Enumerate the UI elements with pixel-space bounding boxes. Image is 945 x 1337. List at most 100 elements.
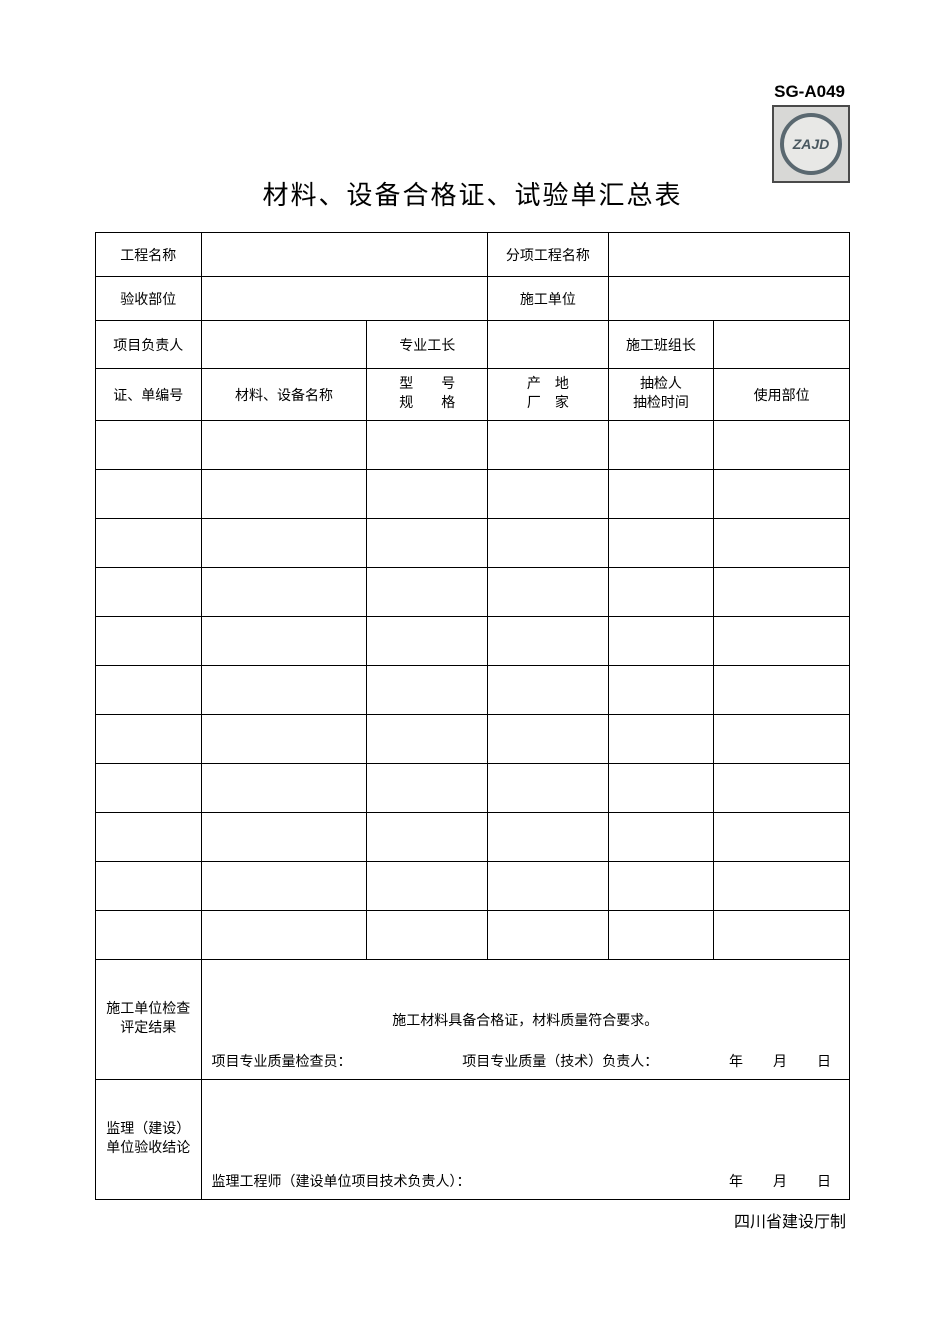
table-row xyxy=(96,666,850,715)
cell xyxy=(201,421,367,470)
cell xyxy=(367,666,488,715)
cell xyxy=(96,519,202,568)
label-foreman: 专业工长 xyxy=(367,321,488,369)
table-row xyxy=(96,764,850,813)
cell xyxy=(201,617,367,666)
cell xyxy=(714,470,850,519)
cell xyxy=(367,519,488,568)
form-code: SG-A049 xyxy=(774,82,845,102)
cell xyxy=(488,666,609,715)
column-header-row: 证、单编号 材料、设备名称 型 号 规 格 产 地 厂 家 抽检人 抽检时间 使… xyxy=(96,369,850,421)
supervision-result-row: 监理（建设） 单位验收结论 监理工程师（建设单位项目技术负责人）： 年 月 日 xyxy=(96,1080,850,1200)
col-use-location: 使用部位 xyxy=(714,369,850,421)
col-origin-l1: 产 地 xyxy=(488,376,608,394)
cell xyxy=(201,568,367,617)
cell xyxy=(96,862,202,911)
cell xyxy=(608,421,714,470)
sig-date-1: 年 月 日 xyxy=(729,1051,839,1071)
cell xyxy=(714,421,850,470)
table-row xyxy=(96,470,850,519)
cell xyxy=(608,715,714,764)
cell xyxy=(714,862,850,911)
table-row xyxy=(96,911,850,960)
value-foreman xyxy=(488,321,609,369)
cell xyxy=(367,421,488,470)
cell xyxy=(488,911,609,960)
cell xyxy=(367,911,488,960)
cell xyxy=(714,617,850,666)
construction-result-label-l1: 施工单位检查 xyxy=(96,1001,201,1019)
col-model-spec: 型 号 规 格 xyxy=(367,369,488,421)
cell xyxy=(714,519,850,568)
cell xyxy=(367,813,488,862)
value-subproject-name xyxy=(608,233,849,277)
col-origin-maker: 产 地 厂 家 xyxy=(488,369,609,421)
cell xyxy=(201,764,367,813)
cell xyxy=(96,568,202,617)
cell xyxy=(714,813,850,862)
cell xyxy=(367,862,488,911)
construction-result-body: 施工材料具备合格证，材料质量符合要求。 项目专业质量检查员： 项目专业质量（技术… xyxy=(201,960,849,1080)
main-table: 工程名称 分项工程名称 验收部位 施工单位 项目负责人 专业工长 施工班组长 证… xyxy=(95,232,850,1200)
construction-result-row: 施工单位检查 评定结果 施工材料具备合格证，材料质量符合要求。 项目专业质量检查… xyxy=(96,960,850,1080)
supervision-result-label-l1: 监理（建设） xyxy=(96,1121,201,1139)
cell xyxy=(608,813,714,862)
footer-issuer: 四川省建设厅制 xyxy=(95,1208,850,1232)
cell xyxy=(488,617,609,666)
construction-result-label-l2: 评定结果 xyxy=(96,1020,201,1038)
label-acceptance-part: 验收部位 xyxy=(96,277,202,321)
sig-inspector-label: 项目专业质量检查员： xyxy=(212,1051,352,1071)
sig-tech-lead-label: 项目专业质量（技术）负责人： xyxy=(462,1051,658,1071)
cell xyxy=(714,568,850,617)
cell xyxy=(608,911,714,960)
value-construction-unit xyxy=(608,277,849,321)
cell xyxy=(608,764,714,813)
cell xyxy=(367,617,488,666)
col-model-l1: 型 号 xyxy=(367,376,487,394)
supervision-result-label-l2: 单位验收结论 xyxy=(96,1140,201,1158)
col-model-l2: 规 格 xyxy=(367,395,487,413)
sig-supervisor-label: 监理工程师（建设单位项目技术负责人）： xyxy=(212,1171,471,1191)
table-row xyxy=(96,862,850,911)
value-acceptance-part xyxy=(201,277,488,321)
label-construction-unit: 施工单位 xyxy=(488,277,609,321)
cell xyxy=(367,470,488,519)
cell xyxy=(488,715,609,764)
value-project-name xyxy=(201,233,488,277)
construction-result-label: 施工单位检查 评定结果 xyxy=(96,960,202,1080)
table-row xyxy=(96,568,850,617)
construction-result-text: 施工材料具备合格证，材料质量符合要求。 xyxy=(202,1010,849,1030)
col-origin-l2: 厂 家 xyxy=(488,395,608,413)
cell xyxy=(608,519,714,568)
label-project-manager: 项目负责人 xyxy=(96,321,202,369)
cell xyxy=(714,715,850,764)
header-row-3: 项目负责人 专业工长 施工班组长 xyxy=(96,321,850,369)
value-project-manager xyxy=(201,321,367,369)
table-row xyxy=(96,715,850,764)
cell xyxy=(714,764,850,813)
cell xyxy=(608,568,714,617)
table-row xyxy=(96,813,850,862)
cell xyxy=(96,813,202,862)
table-row xyxy=(96,617,850,666)
logo-ring: ZAJD xyxy=(780,113,842,175)
col-insp-l2: 抽检时间 xyxy=(609,395,714,413)
cell xyxy=(367,715,488,764)
cell xyxy=(96,764,202,813)
col-insp-l1: 抽检人 xyxy=(609,376,714,394)
cell xyxy=(714,911,850,960)
logo-text: ZAJD xyxy=(789,134,834,154)
cell xyxy=(488,568,609,617)
cell xyxy=(96,911,202,960)
cell xyxy=(96,666,202,715)
page-title: 材料、设备合格证、试验单汇总表 xyxy=(95,175,850,212)
cell xyxy=(201,715,367,764)
cell xyxy=(608,862,714,911)
label-project-name: 工程名称 xyxy=(96,233,202,277)
cell xyxy=(96,715,202,764)
col-material-name: 材料、设备名称 xyxy=(201,369,367,421)
cell xyxy=(201,911,367,960)
label-team-leader: 施工班组长 xyxy=(608,321,714,369)
cell xyxy=(488,862,609,911)
cell xyxy=(96,470,202,519)
